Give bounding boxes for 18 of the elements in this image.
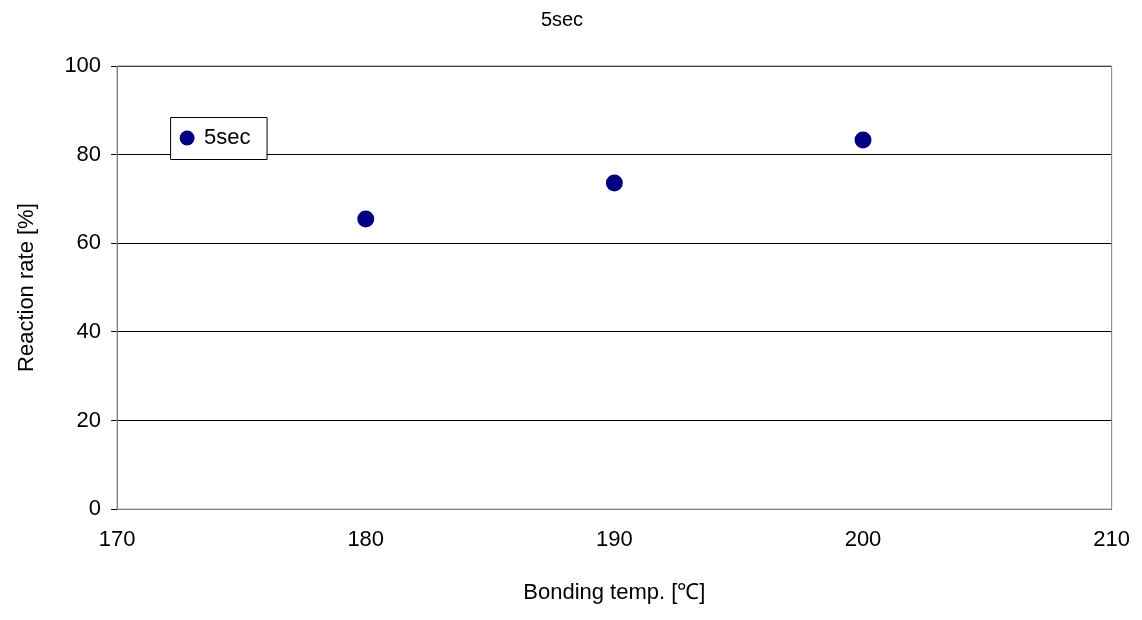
x-tick-label: 180: [347, 526, 385, 552]
y-tick-label: 20: [76, 406, 102, 432]
y-tick-label: 80: [76, 140, 102, 166]
chart-title: 5sec: [540, 7, 584, 30]
y-axis-title: Reaction rate [%]: [13, 203, 39, 372]
x-tick-label: 190: [596, 526, 633, 552]
x-tick-label: 200: [844, 526, 882, 552]
y-tick-label: 40: [76, 317, 102, 343]
legend-label: 5sec: [204, 124, 251, 150]
x-tick-label: 170: [98, 526, 136, 552]
x-tick-label: 210: [1093, 526, 1131, 552]
point: [357, 210, 375, 228]
y-tick-label: 60: [76, 229, 102, 255]
y-tick-label: 100: [64, 52, 102, 78]
y-tick-label: 0: [88, 495, 102, 521]
x-axis-title: Bonding temp. [℃]: [523, 578, 706, 604]
point: [605, 174, 623, 192]
point: [854, 131, 872, 149]
